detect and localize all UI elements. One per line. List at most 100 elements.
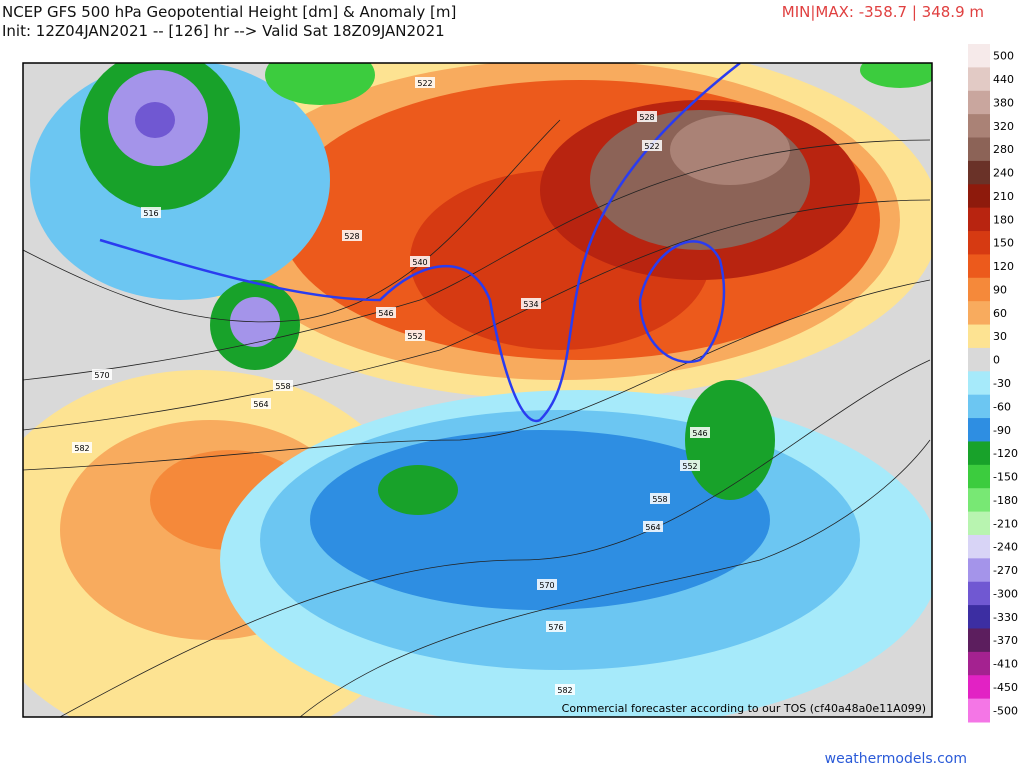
colorbar-swatch [968,464,990,489]
colorbar-swatch [968,488,990,513]
colorbar-label: 90 [993,283,1007,296]
colorbar-label: 0 [993,354,1000,367]
contour-label: 570 [94,371,109,380]
colorbar-swatch [968,254,990,279]
colorbar-label: 280 [993,143,1014,156]
contour-label-bg [690,427,710,438]
colorbar-swatch [968,418,990,442]
colorbar-label: 120 [993,260,1014,273]
title: NCEP GFS 500 hPa Geopotential Height [dm… [2,3,457,21]
colorbar-label: -370 [993,634,1018,647]
footer-note: Commercial forecaster according to our T… [562,702,926,715]
colorbar-swatch [968,114,990,139]
contour-label-bg [637,111,657,122]
colorbar-label: -330 [993,611,1018,624]
colorbar-label: -300 [993,587,1018,600]
contour-label: 564 [253,400,268,409]
colorbar-swatch [968,605,990,629]
contour-label: 558 [652,495,667,504]
watermark: weathermodels.com [825,751,967,767]
contour-label-bg [72,442,92,453]
colorbar-label: 240 [993,167,1014,180]
colorbar-swatch [968,441,990,466]
colorbar-swatch [968,371,990,396]
contour-label-bg [555,684,575,695]
colorbar-swatch [968,534,990,559]
contour-label-bg [376,307,396,318]
colorbar-label: -120 [993,447,1018,460]
colorbar-swatch [968,651,990,676]
colorbar-label: -30 [993,377,1011,390]
colorbar-swatch [968,347,990,372]
colorbar-swatch [968,231,990,255]
colorbar-label: -240 [993,541,1018,554]
contour-label-bg [642,140,662,151]
colorbar-label: 210 [993,190,1014,203]
colorbar-label: -150 [993,471,1018,484]
colorbar-label: -410 [993,658,1018,671]
colorbar-swatch [968,628,990,653]
contour-label-bg [273,380,293,391]
contour-label-bg [405,330,425,341]
contour-label: 570 [539,581,554,590]
contour-label: 528 [639,113,654,122]
contour-label-bg [650,493,670,504]
contour-label: 522 [644,142,659,151]
contour-label: 534 [523,300,538,309]
contour-label: 528 [344,232,359,241]
contour-label-bg [680,460,700,471]
contour-label-bg [546,621,566,632]
colorbar-label: 150 [993,237,1014,250]
contour-label: 546 [692,429,707,438]
colorbar-label: 440 [993,73,1014,86]
colorbar-label: -270 [993,564,1018,577]
colorbar-label: -180 [993,494,1018,507]
colorbar-label: -90 [993,424,1011,437]
colorbar-swatch [968,698,990,723]
min-max: MIN|MAX: -358.7 | 348.9 m [781,3,984,21]
colorbar-swatch [968,301,990,326]
colorbar-swatch [968,277,990,302]
colorbar-swatch [968,675,990,700]
contour-label-bg [141,207,161,218]
colorbar-swatch [968,581,990,606]
colorbar-label: 380 [993,96,1014,109]
contour-label: 564 [645,523,660,532]
colorbar-swatch [968,44,990,68]
contour-label: 552 [682,462,697,471]
colorbar-swatch [968,394,990,419]
colorbar-swatch [968,160,990,185]
contour-label-bg [643,521,663,532]
contour-label: 516 [143,209,158,218]
colorbar-swatch [968,184,990,209]
colorbar-swatch [968,558,990,583]
map-field [23,63,932,717]
colorbar-swatch [968,67,990,92]
contour-label-bg [92,369,112,380]
colorbar-label: 30 [993,330,1007,343]
contour-label-bg [342,230,362,241]
contour-label: 540 [412,258,427,267]
contour-label: 546 [378,309,393,318]
colorbar-swatch [968,90,990,115]
contour-label: 582 [74,444,89,453]
contour-label-bg [251,398,271,409]
colorbar-swatch [968,207,990,232]
init-line: Init: 12Z04JAN2021 -- [126] hr --> Valid… [2,22,445,40]
colorbar-swatch [968,324,990,349]
colorbar-label: 60 [993,307,1007,320]
colorbar-label: -450 [993,681,1018,694]
contour-label-bg [410,256,430,267]
map-frame [22,62,933,718]
colorbar-label: 180 [993,213,1014,226]
colorbar-swatch [968,511,990,536]
colorbar-swatch [968,137,990,162]
colorbar-label: 500 [993,50,1014,63]
contour-label-bg [537,579,557,590]
contour-label: 522 [417,79,432,88]
colorbar-label: -500 [993,704,1018,717]
colorbar-label: 320 [993,120,1014,133]
contour-label-bg [415,77,435,88]
